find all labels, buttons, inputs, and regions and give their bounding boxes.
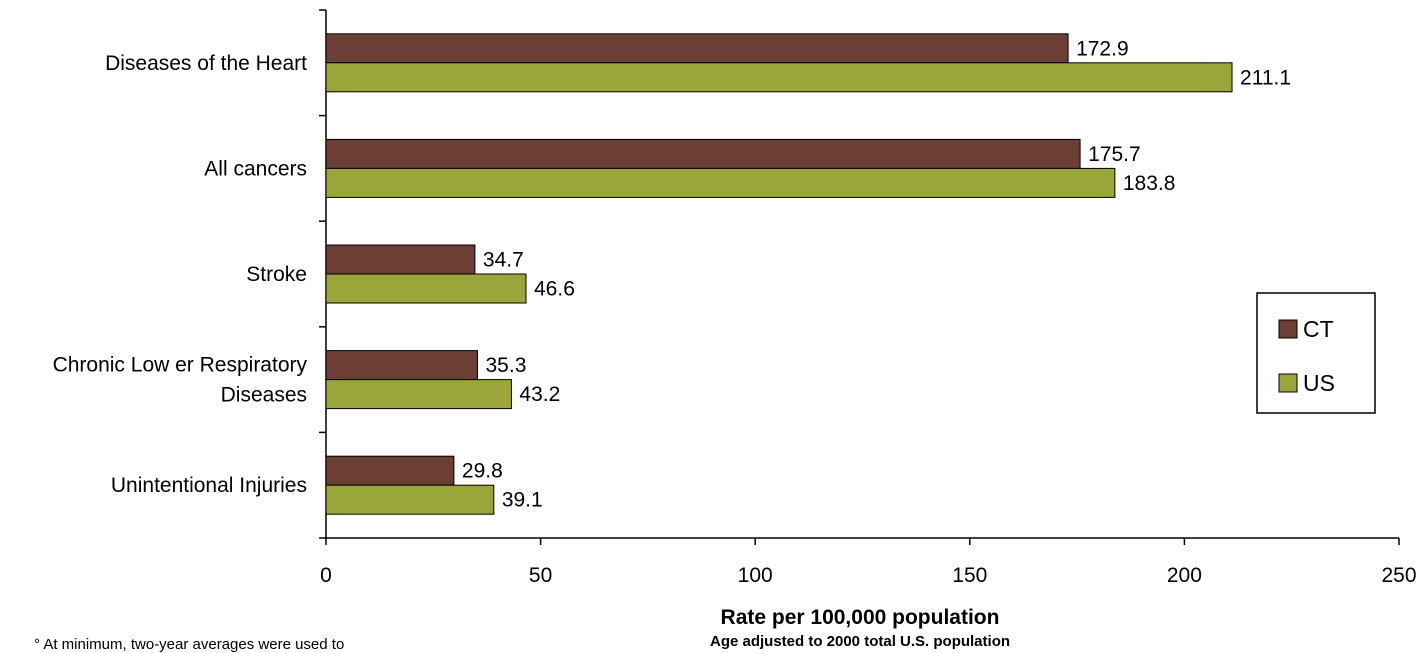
x-axis-title: Rate per 100,000 population (721, 606, 1000, 629)
legend-swatch-us (1278, 373, 1298, 393)
data-label: 46.6 (534, 278, 575, 301)
category-label: Diseases of the Heart (105, 52, 307, 75)
axes: 0 50 100 150 200 250 (319, 9, 1417, 587)
bar-ct (325, 350, 479, 381)
x-tick-label: 200 (1167, 564, 1202, 587)
bar-ct (325, 33, 1069, 64)
bar-ct (325, 244, 476, 275)
data-label: 183.8 (1123, 172, 1176, 195)
data-label: 39.1 (502, 489, 543, 512)
bar-us (325, 484, 495, 515)
category-label: Stroke (246, 263, 307, 286)
x-tick-label: 100 (738, 564, 773, 587)
bar-us (325, 273, 527, 304)
data-label: 29.8 (462, 460, 503, 483)
data-label: 175.7 (1088, 143, 1141, 166)
x-tick-label: 0 (320, 564, 332, 587)
footnote: ° At minimum, two-year averages were use… (34, 636, 345, 653)
bar-us (325, 379, 512, 410)
data-label: 34.7 (483, 249, 524, 272)
bar-ct (325, 138, 1081, 169)
labels: Diseases of the Heart 172.9 211.1 All cance… (53, 37, 1291, 511)
data-label: 43.2 (519, 383, 560, 406)
data-label: 35.3 (486, 354, 527, 377)
bar-us (325, 62, 1233, 93)
legend-label-us: US (1303, 370, 1335, 396)
x-tick-label: 50 (529, 564, 552, 587)
legend-box (1256, 292, 1376, 414)
bar-us (325, 167, 1116, 198)
x-tick-label: 150 (952, 564, 987, 587)
legend-label-ct: CT (1303, 316, 1334, 342)
data-label: 172.9 (1076, 37, 1129, 60)
bar-ct (325, 455, 455, 486)
x-tick-label: 250 (1381, 564, 1416, 587)
category-label: Diseases (221, 384, 307, 407)
category-label: All cancers (204, 157, 307, 180)
bars (325, 33, 1233, 515)
category-label: Unintentional Injuries (111, 474, 307, 497)
legend: CT US (1256, 292, 1376, 414)
legend-swatch-ct (1278, 319, 1298, 339)
x-axis-subtitle: Age adjusted to 2000 total U.S. populati… (710, 633, 1010, 650)
category-label: Chronic Low er Respiratory (53, 354, 308, 377)
data-label: 211.1 (1240, 66, 1291, 89)
